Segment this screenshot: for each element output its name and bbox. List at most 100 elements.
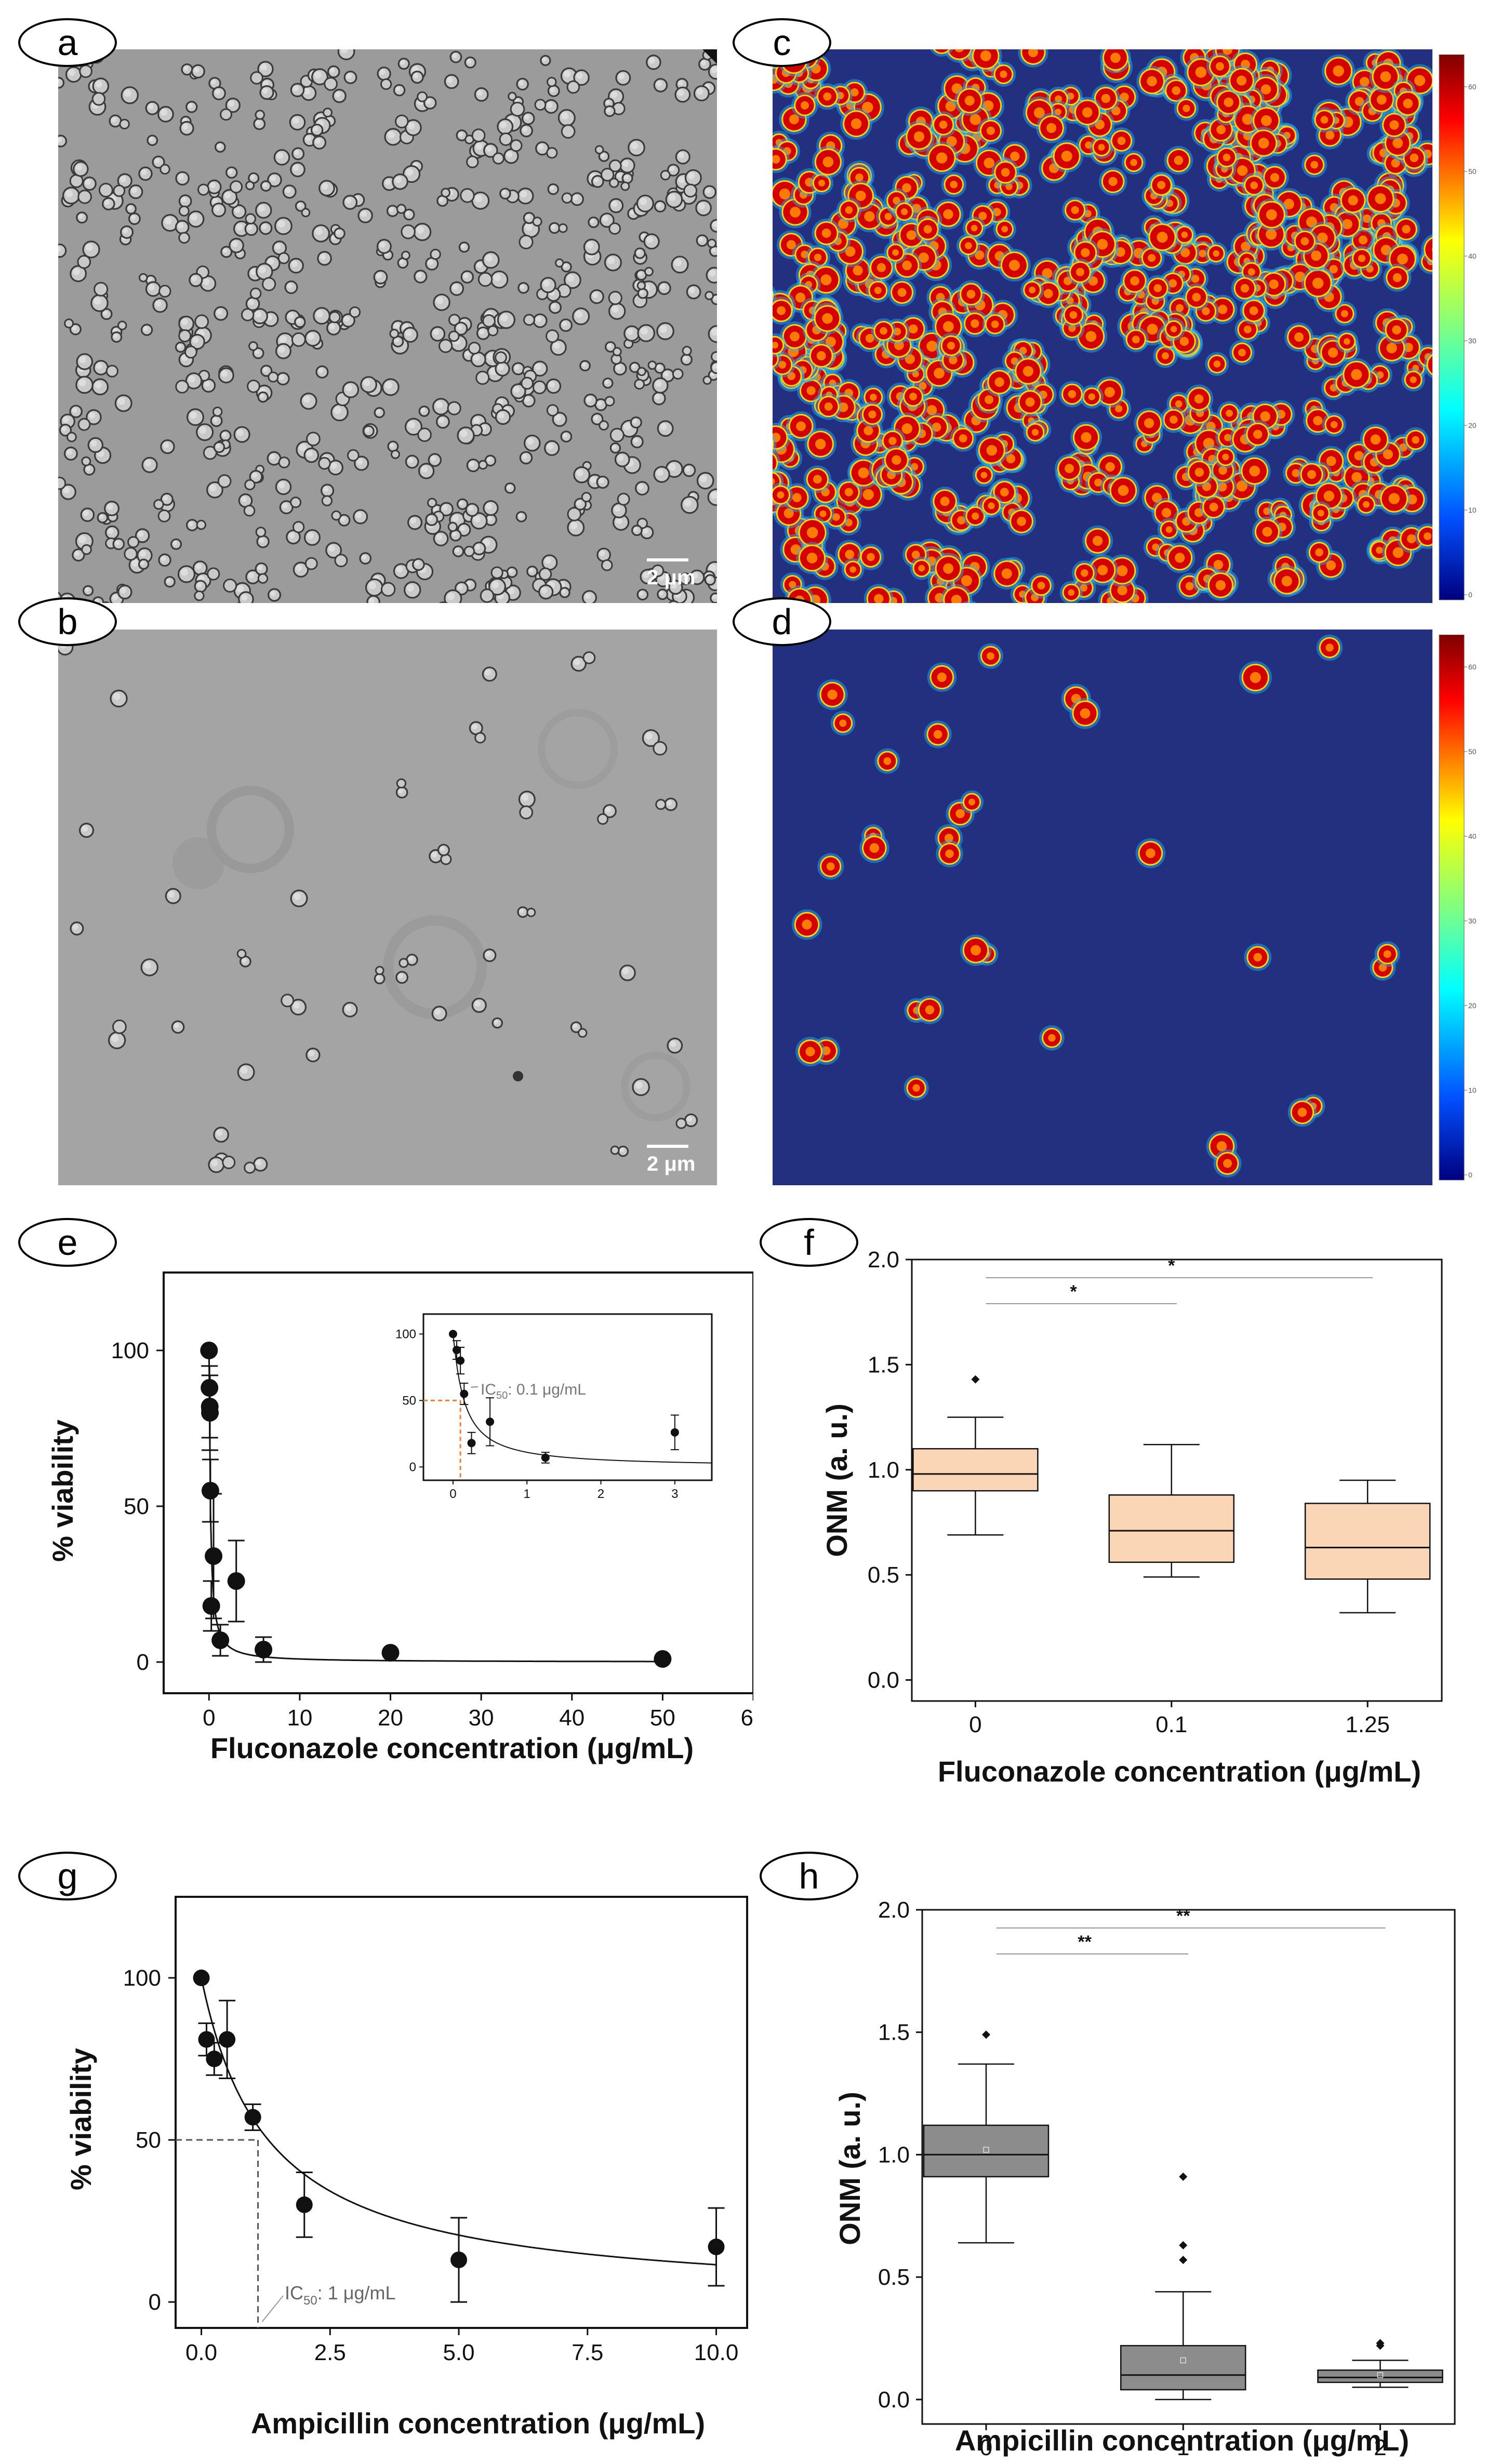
cell-highlight [217,143,221,148]
yeast-bud [207,567,220,581]
cell-highlight [456,324,462,330]
cell-highlight [447,77,453,83]
heat-core [800,101,809,110]
heat-core [932,422,941,432]
box [1317,2369,1443,2383]
cell-highlight [212,417,218,422]
heat-cell [773,454,777,472]
heat-core [957,516,966,525]
heat-core [933,730,942,739]
cell-highlight [61,426,67,432]
cell-highlight [483,539,490,546]
cell-highlight [678,176,685,183]
cell-highlight [663,371,669,377]
heat-core [935,593,945,603]
heat-core [1402,225,1411,234]
heat-core [1008,260,1020,271]
yeast-bud [178,205,190,217]
yeast-bud [160,164,170,175]
heat-core [1412,436,1419,444]
x-tick-label: 30 [469,1705,494,1731]
cell-highlight [73,268,80,275]
cell-highlight [389,207,394,212]
heat-core [1250,672,1261,684]
yeast-bud [636,281,646,290]
heat-core [829,379,836,387]
heat-core [893,327,901,336]
cell-highlight [247,224,253,231]
heat-core [936,152,948,164]
cell-highlight [507,485,511,489]
yeast-bud [675,1118,687,1129]
heat-core [934,368,945,379]
cell-highlight [473,417,480,424]
cell-highlight [500,314,508,322]
cell-highlight [278,374,285,380]
cell-highlight [141,169,147,175]
heat-core [1224,97,1233,108]
heat-core [805,1047,815,1056]
heat-core [1115,405,1123,413]
y-tick-label: 0.0 [878,2387,910,2413]
cell-highlight [323,486,329,492]
heat-core [1266,209,1277,220]
data-point [460,1389,469,1398]
cell-highlight [293,165,299,171]
heat-core [1001,568,1012,579]
heatmap-d-canvas [773,630,1432,1185]
cell-highlight [485,254,493,262]
heat-core [806,386,816,395]
y-tick-label: 0 [149,2289,161,2315]
box [912,1448,1039,1492]
y-tick-label: 0 [137,1650,149,1675]
cell-highlight [562,321,567,327]
heat-core [1161,507,1172,518]
heat-core [942,321,954,332]
yeast-bud [468,341,481,355]
cell-highlight [519,80,524,86]
heat-core [968,798,976,806]
heat-core [950,180,958,189]
y-tick-label: 0.5 [868,1562,899,1588]
cell-highlight [95,81,102,88]
panel-label-a: a [18,18,117,67]
significance-label: * [1070,1282,1077,1302]
heat-core [858,467,869,478]
heat-core [1348,195,1358,206]
cell-highlight [709,564,716,572]
heat-core [869,393,877,401]
heat-core [1107,597,1114,603]
yeast-bud [581,492,592,503]
cell-highlight [242,958,247,963]
cell-highlight [439,197,444,202]
cell-highlight [586,242,593,249]
heat-core [1379,148,1388,157]
cell-highlight [451,531,457,537]
cell-highlight [195,563,202,570]
cell-highlight [78,213,83,219]
heat-core [1147,76,1157,87]
cell-highlight [710,491,717,499]
cell-highlight [270,591,276,596]
colorbar-tick-label: 40 [1468,252,1477,260]
yeast-bud [222,1155,236,1169]
heat-core [869,843,880,853]
yeast-bud [430,248,441,260]
heat-core [1326,560,1336,570]
data-point [244,2109,261,2126]
heat-core [844,389,854,397]
x-tick-label: 0 [449,1487,456,1501]
cell-highlight [99,514,104,519]
heat-core [1147,324,1158,335]
cell-highlight [255,311,262,318]
heat-core [911,550,920,559]
cell-highlight [299,444,307,451]
yeast-bud [124,547,138,561]
heat-core [773,433,781,443]
cell-highlight [678,152,684,158]
heat-core [1376,95,1387,105]
yeast-bud [683,183,698,198]
heat-core [1317,510,1324,517]
heat-core [823,92,832,101]
